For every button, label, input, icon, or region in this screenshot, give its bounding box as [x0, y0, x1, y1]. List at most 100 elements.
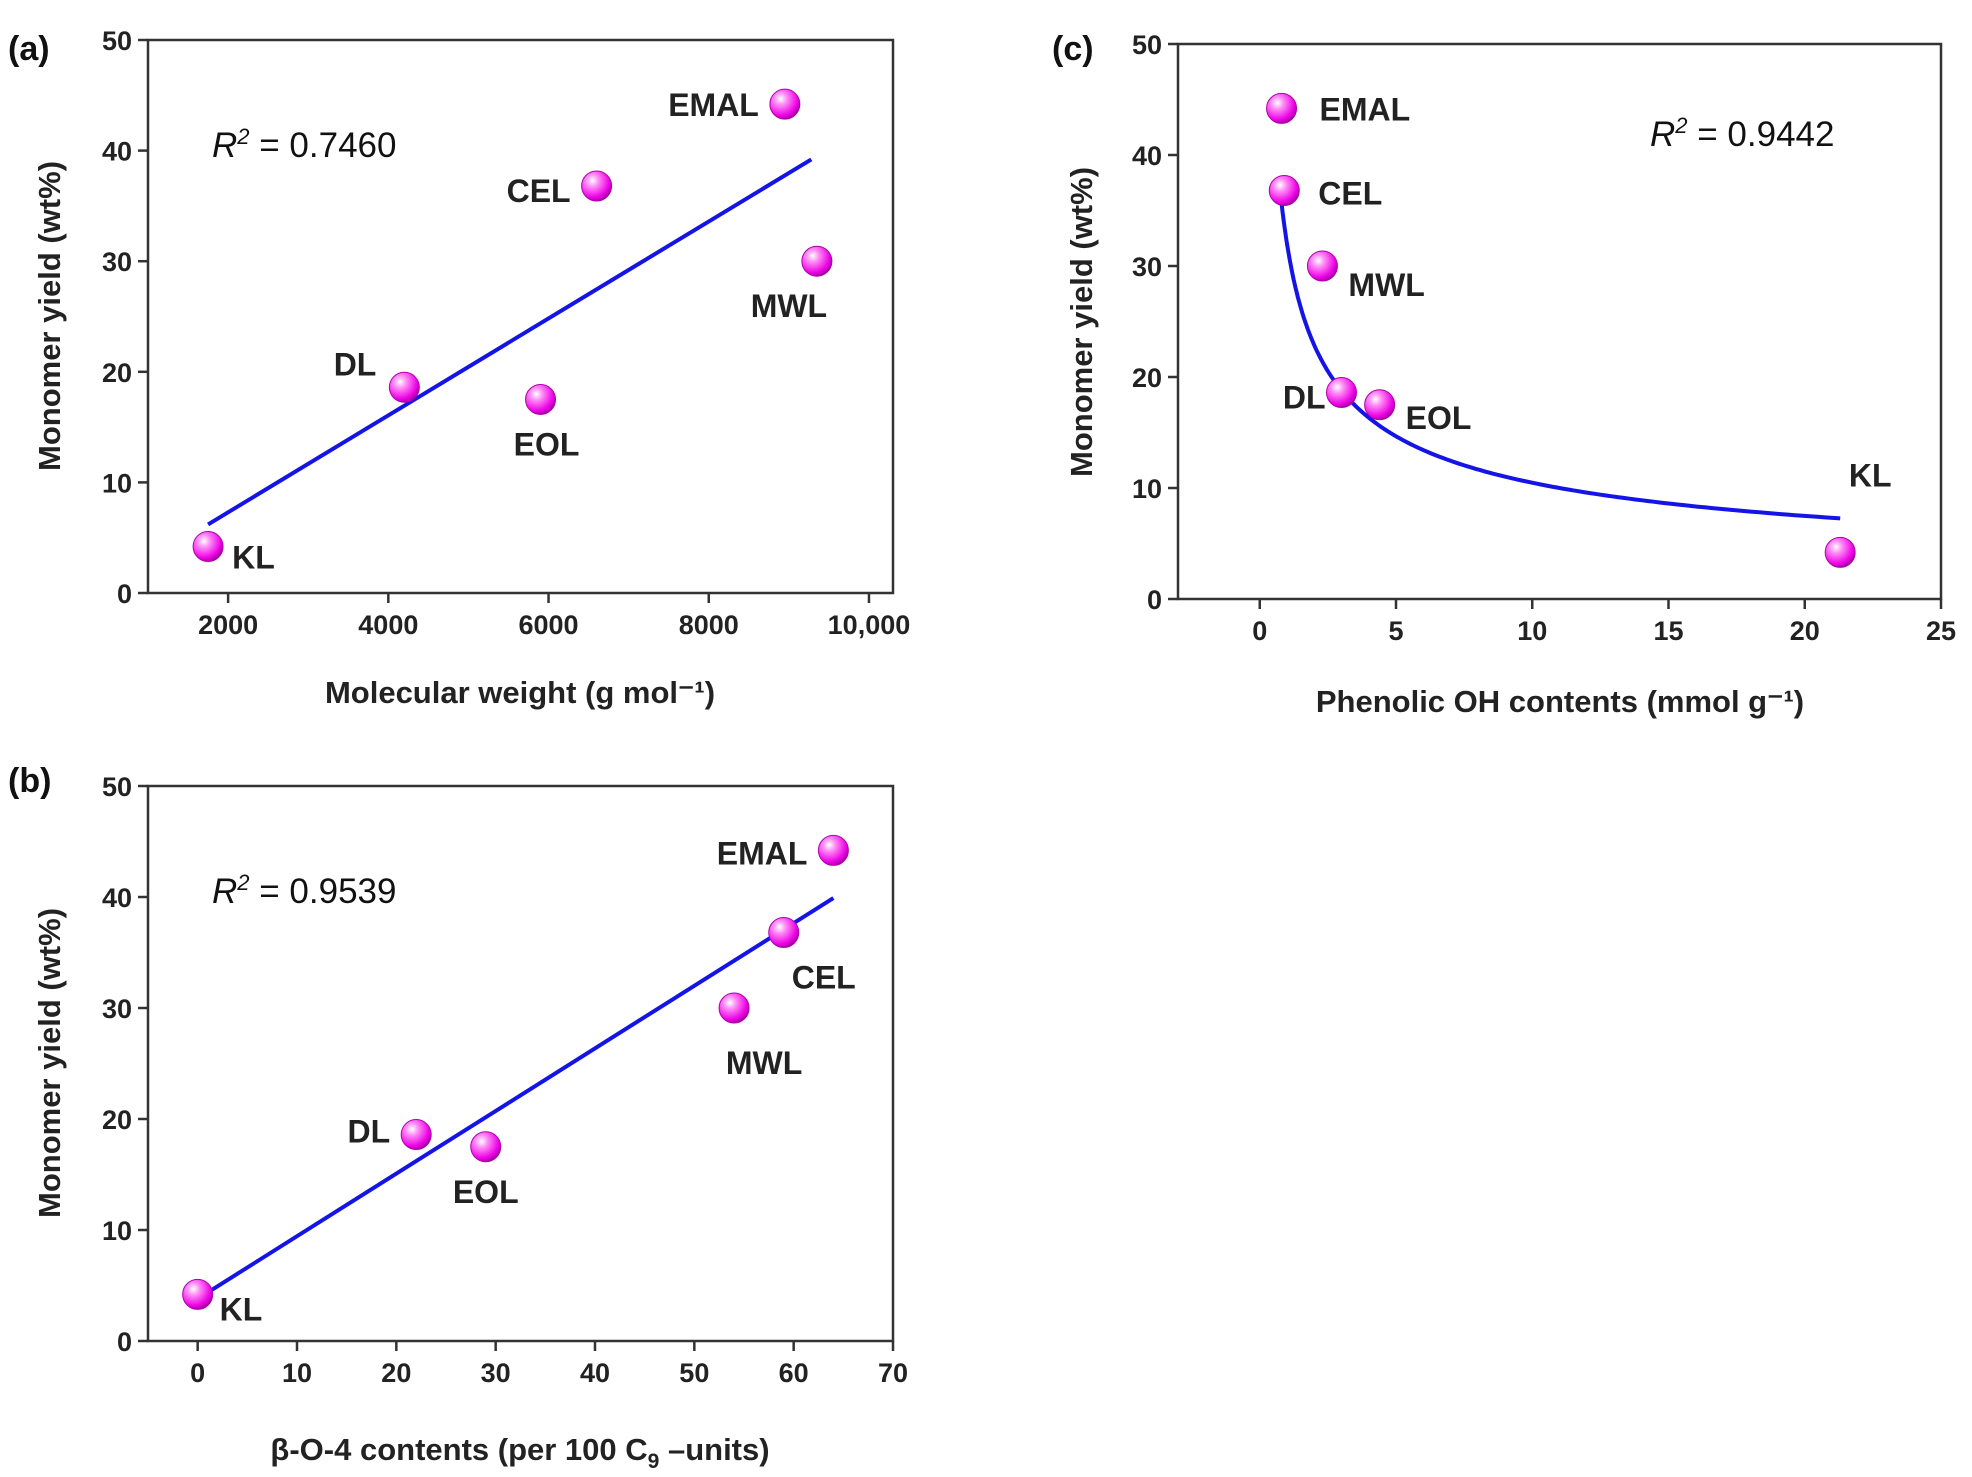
- y-tick-label: 0: [1147, 585, 1162, 615]
- x-axis-label-c: Phenolic OH contents (mmol g⁻¹): [1316, 684, 1804, 719]
- fit-line-c: [1279, 201, 1841, 521]
- point-label-kl: KL: [1849, 457, 1892, 493]
- point-label-cel: CEL: [1318, 176, 1382, 212]
- x-tick-label: 70: [878, 1358, 908, 1388]
- point-label-eol: EOL: [1406, 400, 1472, 436]
- y-axis-b: 0 10 20 30 40 50: [102, 772, 148, 1357]
- x-axis-c: 0 5 10 15 20 25: [1252, 599, 1956, 646]
- point-label-mwl: MWL: [1348, 267, 1424, 303]
- point-label-mwl: MWL: [726, 1045, 802, 1081]
- y-tick-label: 40: [102, 137, 132, 167]
- point-label-emal: EMAL: [1320, 91, 1411, 127]
- x-tick-label: 10: [1517, 616, 1547, 646]
- y-axis-label-c: Monomer yield (wt%): [1064, 167, 1099, 477]
- data-point-mwl: [801, 245, 833, 277]
- data-point-mwl: [718, 992, 750, 1024]
- y-axis-label-b: Monomer yield (wt%): [32, 908, 67, 1218]
- point-label-eol: EOL: [453, 1174, 519, 1210]
- data-point-eol: [1364, 389, 1396, 421]
- point-label-dl: DL: [1283, 380, 1326, 416]
- x-tick-label: 20: [1790, 616, 1820, 646]
- data-point-kl: [1824, 536, 1856, 568]
- point-label-emal: EMAL: [717, 835, 808, 871]
- x-tick-label: 25: [1926, 616, 1956, 646]
- point-label-kl: KL: [232, 540, 275, 576]
- y-tick-label: 20: [1132, 363, 1162, 393]
- y-tick-label: 30: [102, 247, 132, 277]
- x-tick-label: 40: [580, 1358, 610, 1388]
- plot-c: (c) 0 5 10 15 20 25 10 20 30 40 50 0 Phenolic OH c…: [1052, 30, 1956, 719]
- point-label-eol: EOL: [514, 426, 580, 462]
- x-axis-label-a: Molecular weight (g mol⁻¹): [325, 675, 715, 710]
- fit-line: [1279, 201, 1841, 521]
- plot-frame-b: [146, 784, 895, 1343]
- data-point-mwl: [1306, 250, 1338, 282]
- data-point-kl: [182, 1278, 214, 1310]
- data-point-eol: [470, 1131, 502, 1163]
- panel-label-a: (a): [8, 30, 50, 68]
- y-tick-label: 10: [102, 468, 132, 498]
- point-label-emal: EMAL: [668, 87, 759, 123]
- y-tick-label: 40: [1132, 141, 1162, 171]
- plot-b: (b) 0 10 20 30 40 50 60 70 0 10 20 30 40 50 β-O-4 co…: [8, 762, 908, 1473]
- data-point-cel: [581, 170, 613, 202]
- fit-line: [196, 896, 835, 1301]
- x-tick-label: 20: [381, 1358, 411, 1388]
- x-tick-label: 50: [679, 1358, 709, 1388]
- panel-label-c: (c): [1052, 30, 1094, 68]
- r-squared-a: R2 = 0.7460: [212, 124, 396, 165]
- data-point-dl: [1326, 377, 1357, 409]
- fit-line: [207, 157, 813, 527]
- y-tick-label: 30: [1132, 252, 1162, 282]
- y-tick-label: 30: [102, 994, 132, 1024]
- fit-line-b: [196, 896, 835, 1301]
- x-tick-label: 8000: [679, 610, 739, 640]
- point-label-cel: CEL: [792, 960, 856, 996]
- x-tick-label: 0: [190, 1358, 205, 1388]
- x-axis-label-b: β-O-4 contents (per 100 C9 –units): [270, 1432, 769, 1473]
- points-a: KL DL EOL CEL EMAL MWL: [192, 87, 833, 576]
- point-label-dl: DL: [348, 1114, 391, 1150]
- points-c: EMAL CEL MWL DL EOL KL: [1266, 91, 1892, 568]
- data-point-dl: [400, 1119, 432, 1151]
- y-axis-a: 0 10 20 30 40 50: [102, 26, 148, 609]
- y-tick-label: 10: [102, 1216, 132, 1246]
- point-label-mwl: MWL: [751, 288, 827, 324]
- x-tick-label: 60: [779, 1358, 809, 1388]
- y-tick-label: 0: [117, 579, 132, 609]
- plot-a: (a) 2000 4000 6000 8000 10,000 0 10 20 30 40 50 M…: [8, 26, 910, 710]
- x-tick-label: 10: [282, 1358, 312, 1388]
- y-tick-label: 20: [102, 358, 132, 388]
- x-tick-label: 0: [1252, 616, 1267, 646]
- data-point-kl: [192, 531, 224, 563]
- y-axis-label-a: Monomer yield (wt%): [32, 161, 67, 471]
- y-tick-label: 50: [102, 772, 132, 802]
- data-point-emal: [769, 88, 801, 120]
- x-tick-label: 5: [1388, 616, 1403, 646]
- x-tick-label: 30: [481, 1358, 511, 1388]
- y-tick-label: 20: [102, 1105, 132, 1135]
- data-point-cel: [1268, 175, 1300, 207]
- y-tick-label: 0: [117, 1327, 132, 1357]
- y-axis-c: 10 20 30 40 50 0: [1132, 30, 1178, 615]
- point-label-cel: CEL: [507, 173, 571, 209]
- plot-frame-a: [146, 38, 895, 595]
- data-point-emal: [817, 834, 849, 866]
- x-axis-a: 2000 4000 6000 8000 10,000: [198, 593, 910, 640]
- x-tick-label: 6000: [518, 610, 578, 640]
- x-tick-label: 4000: [358, 610, 418, 640]
- fit-line-a: [207, 157, 813, 527]
- data-point-cel: [768, 917, 800, 949]
- r-squared-c: R2 = 0.9442: [1650, 113, 1834, 154]
- r-squared-b: R2 = 0.9539: [212, 870, 396, 911]
- x-tick-label: 10,000: [828, 610, 911, 640]
- y-tick-label: 50: [102, 26, 132, 56]
- data-point-eol: [525, 383, 557, 415]
- y-tick-label: 40: [102, 883, 132, 913]
- panel-label-b: (b): [8, 762, 51, 800]
- points-b: KL DL EOL MWL CEL EMAL: [182, 834, 856, 1327]
- x-axis-b: 0 10 20 30 40 50 60 70: [190, 1341, 908, 1388]
- data-point-emal: [1266, 92, 1298, 124]
- data-point-dl: [388, 371, 420, 403]
